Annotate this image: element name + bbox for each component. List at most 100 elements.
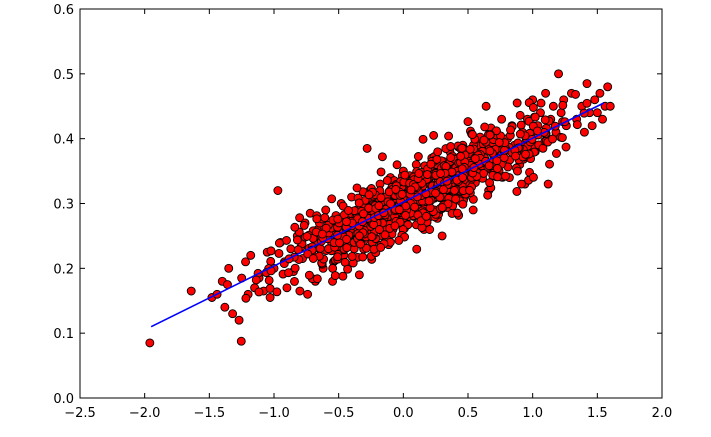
data-point [556,108,566,118]
data-point [344,205,353,215]
data-point [517,179,526,189]
data-point [228,309,238,319]
data-point [333,252,343,262]
data-point [295,213,305,223]
data-point [354,231,364,241]
data-point [358,209,368,219]
data-point [376,167,386,177]
data-point [400,170,410,180]
data-point [548,101,558,111]
regression-line [150,102,605,328]
data-point [426,159,436,169]
data-point [347,252,357,261]
data-point [333,214,343,224]
y-tick-label: 0.5 [53,68,74,83]
data-point [497,114,507,124]
data-point [145,338,155,348]
data-point [484,161,494,171]
data-point [299,220,309,230]
data-point [236,336,246,346]
data-point [284,268,293,278]
data-point [374,201,384,211]
data-point [540,115,550,125]
data-point [479,135,489,145]
data-point [554,69,563,79]
scatter-points [145,69,615,348]
data-point [390,221,400,231]
data-point [234,315,244,325]
data-point [342,243,352,253]
data-point [557,133,567,143]
data-point [444,131,454,141]
data-point [437,203,447,212]
data-point [558,100,568,110]
data-point [374,225,384,234]
y-tick-label: 0.6 [53,3,74,18]
data-point [545,159,554,169]
data-point [422,170,432,180]
data-point [358,252,368,262]
data-point [437,231,447,241]
data-point [303,289,313,299]
data-point [499,153,509,163]
data-point [410,202,420,212]
y-axis: 0.0 0.1 0.2 0.3 0.4 0.5 0.6 [53,3,662,407]
x-tick-label: 0.0 [393,406,414,421]
data-point [224,263,234,273]
data-point [501,171,510,181]
y-tick-label: 0.2 [53,262,74,277]
data-point [485,146,495,156]
data-point [254,287,264,297]
data-point [317,229,327,239]
data-point [528,103,538,112]
data-point [433,147,443,157]
data-point [380,230,390,240]
data-point [312,274,322,284]
data-point [446,153,456,163]
y-tick-label: 0.4 [53,133,74,148]
x-tick-label: 2.0 [652,406,673,421]
data-point [439,185,448,195]
data-point [406,185,416,195]
data-point [338,271,348,281]
data-point [362,143,372,153]
data-point [273,186,283,195]
data-point [367,232,377,242]
data-point [571,89,580,99]
data-point [463,117,473,127]
data-point [377,152,387,162]
data-point [592,108,602,118]
data-point [579,127,589,137]
data-point [274,248,284,258]
data-point [342,217,351,227]
data-point [449,185,459,195]
data-point [321,205,331,215]
data-point [470,154,480,164]
data-point [429,130,439,140]
data-point [451,194,461,204]
data-point [431,188,440,198]
data-point [354,198,364,208]
x-tick-label: −0.5 [323,406,355,421]
data-point [492,164,502,173]
data-point [521,149,531,159]
y-tick-label: 0.3 [53,198,74,213]
data-point [480,122,490,132]
data-point [552,149,561,158]
data-point [452,208,462,218]
data-point [456,151,466,161]
data-point [343,264,353,274]
data-point [295,286,305,296]
x-tick-label: −2.0 [129,406,161,421]
data-point [424,196,434,206]
data-point [587,121,597,131]
data-point [304,270,314,280]
data-point [595,88,605,98]
data-point [457,143,467,153]
data-point [536,98,546,108]
data-point [582,79,592,89]
data-point [582,98,592,108]
data-point [512,98,522,108]
data-point [561,142,571,152]
data-point [302,231,312,241]
